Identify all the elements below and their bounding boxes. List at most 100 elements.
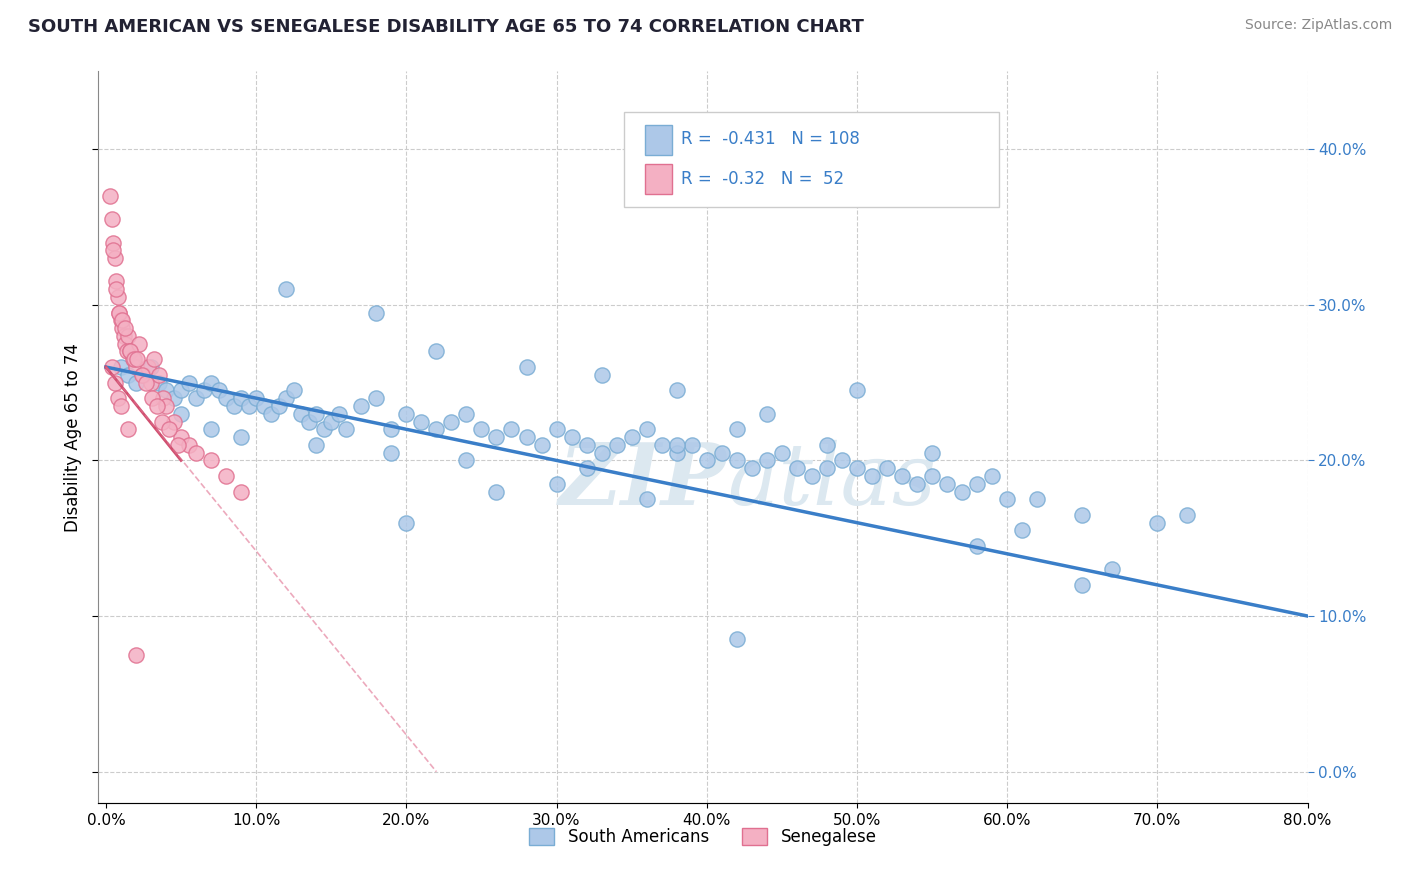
Point	[515, 430, 537, 444]
Point	[141, 391, 163, 405]
Point	[207, 384, 229, 398]
Point	[118, 344, 141, 359]
Text: R =  -0.32   N =  52: R = -0.32 N = 52	[682, 169, 845, 188]
Point	[1071, 578, 1094, 592]
Point	[485, 484, 508, 499]
Point	[335, 422, 357, 436]
Point	[200, 376, 222, 390]
Point	[162, 391, 184, 405]
Point	[786, 461, 808, 475]
Point	[111, 313, 134, 327]
Legend: South Americans, Senegalese: South Americans, Senegalese	[523, 822, 883, 853]
Point	[575, 438, 598, 452]
Point	[148, 368, 170, 382]
Point	[665, 438, 688, 452]
Point	[905, 476, 928, 491]
Point	[127, 352, 149, 367]
Point	[114, 336, 136, 351]
Point	[117, 422, 139, 436]
Point	[636, 422, 658, 436]
Point	[193, 384, 215, 398]
Point	[101, 359, 124, 374]
Point	[101, 212, 124, 227]
Point	[139, 359, 162, 374]
Point	[725, 453, 748, 467]
Text: atlas: atlas	[727, 440, 936, 523]
Point	[591, 368, 613, 382]
Point	[112, 329, 135, 343]
Point	[1071, 508, 1094, 522]
Point	[981, 469, 1004, 483]
Point	[200, 453, 222, 467]
Point	[305, 438, 328, 452]
Point	[177, 376, 200, 390]
Point	[170, 384, 193, 398]
Point	[157, 422, 180, 436]
Point	[107, 290, 129, 304]
Point	[170, 430, 193, 444]
Point	[162, 415, 184, 429]
Point	[111, 321, 134, 335]
Point	[966, 539, 988, 553]
Point	[321, 415, 343, 429]
Point	[815, 438, 838, 452]
Point	[696, 453, 718, 467]
Point	[591, 445, 613, 459]
Point	[921, 445, 943, 459]
Point	[350, 399, 373, 413]
Point	[425, 422, 447, 436]
FancyBboxPatch shape	[624, 112, 1000, 207]
Point	[110, 359, 132, 374]
Point	[876, 461, 898, 475]
Point	[152, 391, 174, 405]
Point	[995, 492, 1018, 507]
Point	[229, 484, 252, 499]
Point	[921, 469, 943, 483]
Point	[411, 415, 433, 429]
Point	[575, 461, 598, 475]
Point	[515, 359, 537, 374]
Point	[104, 376, 127, 390]
Point	[665, 384, 688, 398]
Point	[110, 313, 132, 327]
Point	[104, 251, 127, 265]
Bar	[645, 125, 672, 155]
Point	[380, 422, 402, 436]
Point	[103, 235, 125, 250]
Point	[143, 352, 166, 367]
Point	[290, 407, 312, 421]
Point	[561, 430, 583, 444]
Point	[124, 352, 146, 367]
Point	[114, 321, 136, 335]
Point	[1146, 516, 1168, 530]
Point	[846, 461, 869, 475]
Point	[651, 438, 673, 452]
Point	[276, 391, 298, 405]
Point	[298, 415, 321, 429]
Point	[366, 391, 388, 405]
Point	[107, 391, 129, 405]
Point	[125, 648, 148, 662]
Point	[105, 282, 128, 296]
Point	[950, 484, 973, 499]
Point	[132, 368, 155, 382]
Point	[108, 305, 131, 319]
Point	[105, 275, 128, 289]
Point	[103, 244, 125, 258]
Point	[725, 422, 748, 436]
Point	[132, 368, 155, 382]
Point	[170, 407, 193, 421]
Point	[222, 399, 245, 413]
Point	[283, 384, 305, 398]
Point	[155, 399, 177, 413]
Point	[606, 438, 628, 452]
Point	[770, 445, 793, 459]
Point	[966, 476, 988, 491]
Point	[1011, 524, 1033, 538]
Point	[395, 407, 418, 421]
Text: Source: ZipAtlas.com: Source: ZipAtlas.com	[1244, 18, 1392, 32]
Point	[636, 492, 658, 507]
Point	[125, 376, 148, 390]
Point	[148, 376, 170, 390]
Text: SOUTH AMERICAN VS SENEGALESE DISABILITY AGE 65 TO 74 CORRELATION CHART: SOUTH AMERICAN VS SENEGALESE DISABILITY …	[28, 18, 865, 36]
